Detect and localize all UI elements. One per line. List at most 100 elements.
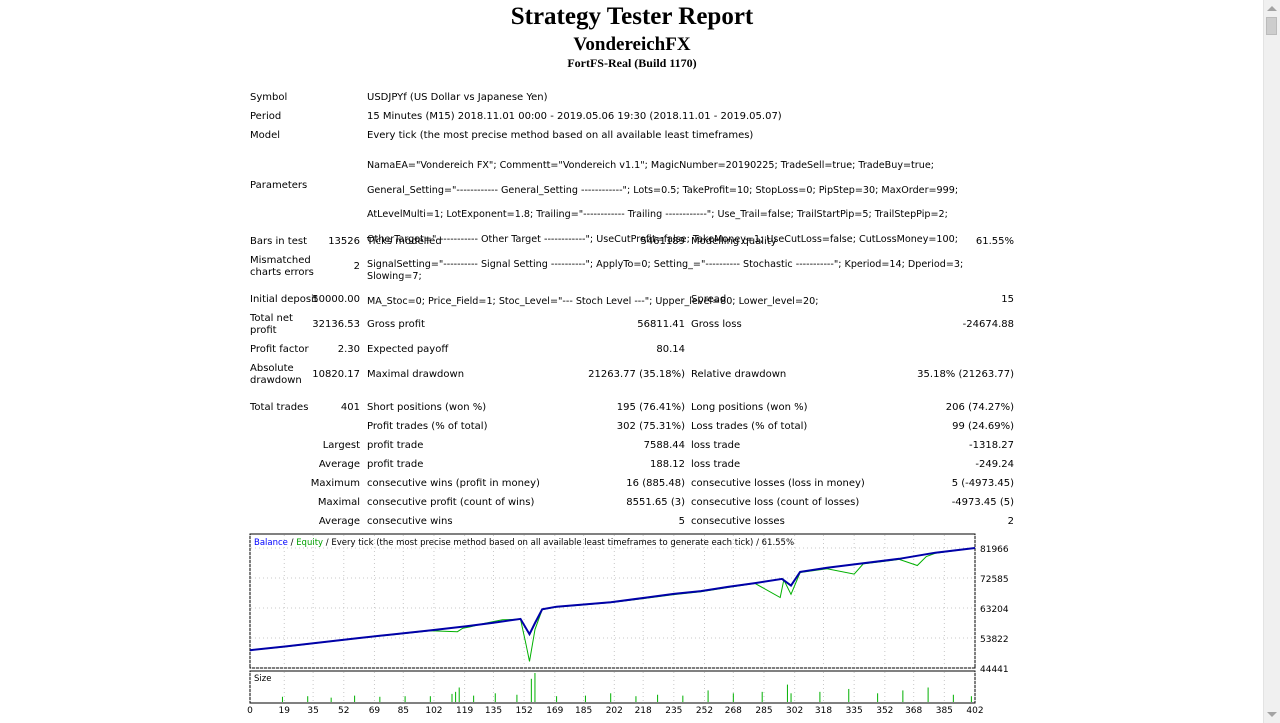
quality-label: Modelling quality	[691, 236, 777, 247]
model-value: Every tick (the most precise method base…	[367, 130, 754, 141]
maxdd-value: 21263.77 (35.18%)	[588, 369, 685, 380]
bars-value: 13526	[328, 236, 360, 247]
average2-label: Average	[318, 516, 360, 527]
x-tick-label: 169	[546, 706, 563, 716]
size-plot-frame	[249, 670, 976, 704]
deposit-value: 50000.00	[312, 294, 360, 305]
x-tick-label: 185	[575, 706, 592, 716]
max-cons-wins-label: consecutive wins (profit in money)	[367, 478, 540, 489]
x-tick-label: 302	[786, 706, 803, 716]
ltrades-label: Loss trades (% of total)	[691, 421, 808, 432]
x-tick-label: 52	[338, 706, 349, 716]
symbol-label: Symbol	[250, 92, 288, 103]
balance-line	[249, 547, 976, 652]
trades-label: Total trades	[250, 402, 309, 413]
avg-cons-losses-value: 2	[1007, 516, 1014, 527]
maximal-cons-loss-value: -4973.45 (5)	[951, 497, 1014, 508]
x-tick-label: 402	[966, 706, 983, 716]
largest-profit-label: profit trade	[367, 440, 424, 451]
ticks-value: 5461189	[640, 236, 685, 247]
x-tick-label: 35	[307, 706, 318, 716]
pf-label: Profit factor	[250, 344, 309, 355]
maximal-cons-profit-value: 8551.65 (3)	[626, 497, 685, 508]
maxdd-label: Maximal drawdown	[367, 369, 465, 380]
legend-description: / Every tick (the most precise method ba…	[323, 538, 794, 548]
absdd-value: 10820.17	[312, 369, 360, 380]
vertical-scrollbar[interactable]	[1263, 0, 1280, 723]
avg-cons-wins-label: consecutive wins	[367, 516, 453, 527]
parameter-line: MA_Stoc=0; Price_Field=1; Stoc_Level="--…	[367, 295, 819, 307]
y-tick-label: 44441	[980, 665, 1009, 675]
scroll-up-icon[interactable]	[1267, 6, 1277, 11]
x-tick-label: 285	[755, 706, 772, 716]
deposit-label: Initial deposit	[250, 294, 318, 305]
x-tick-label: 119	[456, 706, 473, 716]
scroll-thumb[interactable]	[1266, 17, 1277, 35]
largest-profit-value: 7588.44	[643, 440, 685, 451]
y-tick-label: 63204	[980, 605, 1009, 615]
largest-loss-label: loss trade	[691, 440, 741, 451]
pf-value: 2.30	[337, 344, 360, 355]
x-tick-label: 368	[905, 706, 922, 716]
x-tick-label: 69	[369, 706, 381, 716]
long-label: Long positions (won %)	[691, 402, 808, 413]
netprofit-label-2: profit	[250, 325, 277, 336]
x-tick-label: 19	[279, 706, 291, 716]
mismatch-label: Mismatched	[250, 255, 311, 266]
server-build: FortFS-Real (Build 1170)	[567, 56, 697, 70]
largest-loss-value: -1318.27	[969, 440, 1014, 451]
legend-balance: Balance	[254, 538, 288, 548]
x-tick-label: 135	[485, 706, 502, 716]
legend-equity: Equity	[296, 538, 323, 548]
x-tick-label: 202	[606, 706, 623, 716]
mismatch-value: 2	[353, 261, 360, 272]
grossprofit-value: 56811.41	[637, 319, 685, 330]
parameter-line: AtLevelMulti=1; LotExponent=1.8; Trailin…	[367, 209, 948, 221]
scroll-down-icon[interactable]	[1267, 712, 1277, 717]
x-tick-label: 385	[936, 706, 953, 716]
short-label: Short positions (won %)	[367, 402, 487, 413]
parameter-line: NamaEA="Vondereich FX"; Commentt="Vonder…	[367, 160, 934, 172]
period-value: 15 Minutes (M15) 2018.11.01 00:00 - 2019…	[367, 111, 782, 122]
parameter-line: General_Setting="------------ General_Se…	[367, 184, 959, 196]
bars-label: Bars in test	[250, 236, 307, 247]
x-tick-label: 218	[635, 706, 652, 716]
payoff-label: Expected payoff	[367, 344, 449, 355]
max-cons-wins-value: 16 (885.48)	[626, 478, 685, 489]
maximal-label: Maximal	[317, 497, 360, 508]
avg-cons-wins-value: 5	[678, 516, 685, 527]
main-plot-frame	[249, 533, 976, 669]
netprofit-value: 32136.53	[312, 319, 360, 330]
spread-label: Spread	[691, 294, 727, 305]
avg-loss-label: loss trade	[691, 459, 741, 470]
grossloss-value: -24674.88	[962, 319, 1014, 330]
avg-profit-value: 188.12	[650, 459, 685, 470]
parameters-label: Parameters	[250, 180, 308, 191]
maximal-cons-loss-label: consecutive loss (count of losses)	[691, 497, 860, 508]
x-tick-label: 85	[398, 706, 409, 716]
x-tick-label: 152	[516, 706, 533, 716]
x-tick-label: 318	[815, 706, 832, 716]
largest-label: Largest	[322, 440, 360, 451]
short-value: 195 (76.41%)	[616, 402, 685, 413]
symbol-value: USDJPYf (US Dollar vs Japanese Yen)	[367, 92, 548, 103]
max-cons-losses-value: 5 (-4973.45)	[951, 478, 1014, 489]
spread-value: 15	[1001, 294, 1014, 305]
model-label: Model	[250, 130, 281, 141]
reldd-value: 35.18% (21263.77)	[917, 369, 1014, 380]
absdd-label-2: drawdown	[250, 375, 302, 386]
y-tick-label: 53822	[980, 635, 1009, 645]
trades-value: 401	[340, 402, 360, 413]
quality-value: 61.55%	[975, 236, 1014, 247]
x-tick-label: 352	[876, 706, 893, 716]
x-tick-label: 252	[696, 706, 713, 716]
long-value: 206 (74.27%)	[945, 402, 1014, 413]
period-label: Period	[250, 111, 282, 122]
grossloss-label: Gross loss	[691, 319, 742, 330]
parameters-text: NamaEA="Vondereich FX"; Commentt="Vonder…	[367, 148, 1017, 320]
x-tick-label: 335	[846, 706, 863, 716]
x-tick-label: 0	[247, 706, 253, 716]
report-title: Strategy Tester Report	[510, 3, 754, 30]
avg-profit-label: profit trade	[367, 459, 424, 470]
